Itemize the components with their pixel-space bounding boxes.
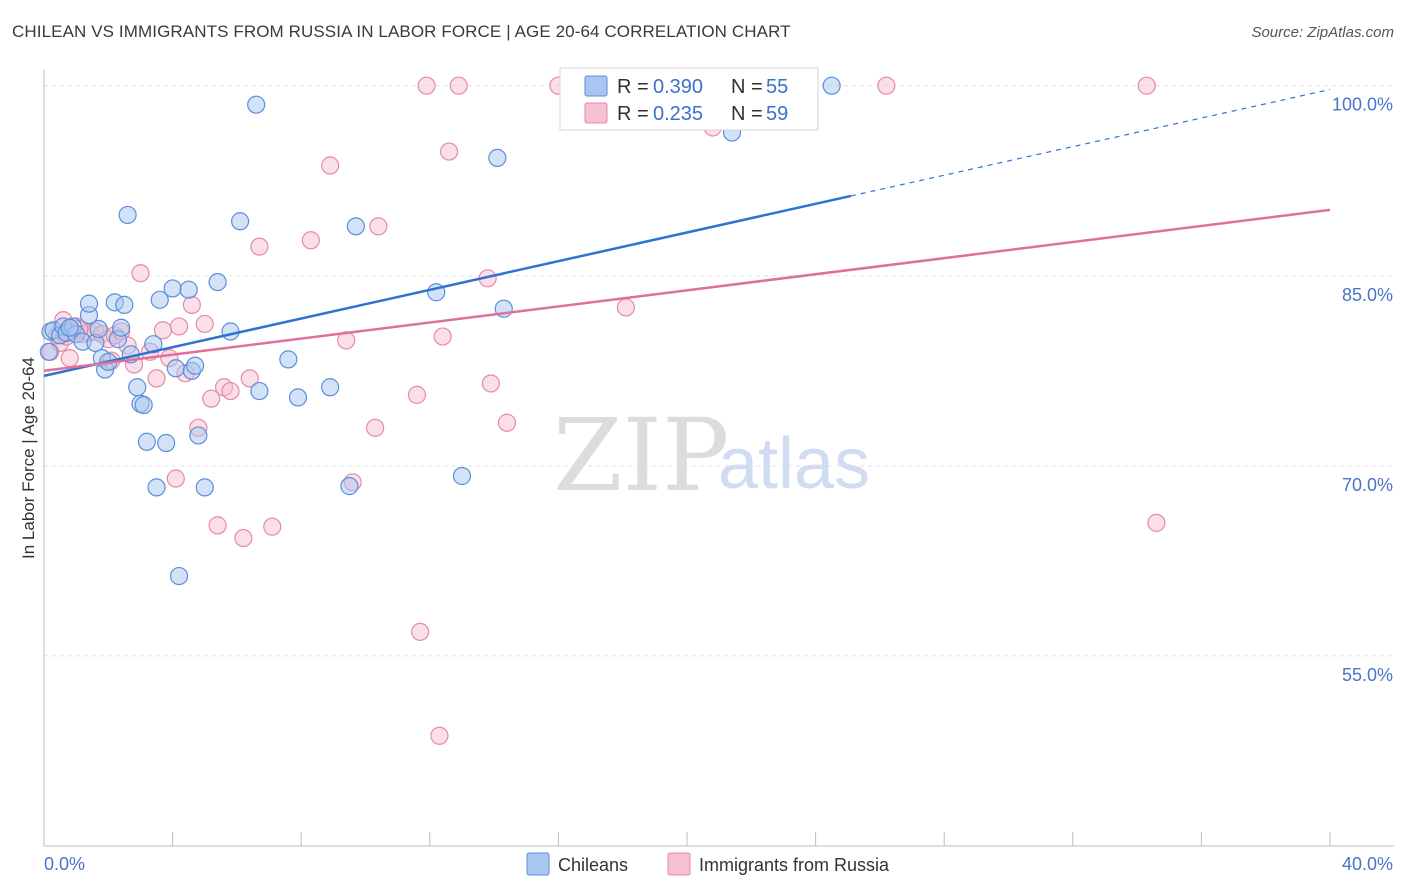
legend-r-value-2: 0.235 — [653, 103, 703, 125]
russia-point — [1137, 76, 1156, 95]
russia-point — [195, 314, 214, 334]
chileans-point — [208, 272, 227, 292]
russia-point — [1147, 513, 1166, 532]
chileans-point — [137, 432, 156, 451]
chileans-point — [169, 566, 189, 586]
chileans-point — [247, 95, 266, 114]
legend: R = 0.390 N = 55 R = 0.235 N = 59 — [559, 67, 819, 131]
chileans-point — [163, 279, 182, 298]
chileans-point — [118, 205, 137, 225]
russia-point — [147, 369, 166, 388]
bottom-legend: Chileans Immigrants from Russia — [526, 852, 890, 876]
chileans-trend-line-extension — [850, 88, 1331, 197]
chileans-point — [79, 294, 99, 313]
russia-point — [877, 76, 896, 95]
chileans-point — [179, 280, 198, 299]
bottom-legend-swatch-russia — [667, 852, 691, 876]
legend-r-value-1: 0.390 — [653, 76, 703, 98]
chileans-point — [189, 426, 208, 445]
chileans-point — [147, 478, 166, 497]
chileans-point — [134, 395, 153, 415]
chileans-point — [89, 319, 108, 339]
chileans-point — [340, 477, 359, 496]
y-axis-label: In Labor Force | Age 20-64 — [19, 357, 38, 559]
chart-title: CHILEAN VS IMMIGRANTS FROM RUSSIA IN LAB… — [12, 22, 791, 41]
chileans-point — [39, 342, 58, 361]
bottom-legend-chileans: Chileans — [558, 855, 628, 875]
russia-point — [321, 156, 340, 175]
chileans-point — [250, 381, 269, 401]
series-chileans-points — [39, 76, 841, 586]
russia-point — [263, 517, 282, 536]
chileans-point — [186, 356, 205, 375]
chileans-point — [195, 478, 214, 497]
bottom-legend-russia: Immigrants from Russia — [699, 855, 890, 875]
watermark-zip: ZIP — [553, 397, 729, 514]
chileans-point — [112, 318, 131, 337]
y-tick-label: 70.0% — [1342, 475, 1393, 495]
legend-n-label-2: N = — [731, 103, 763, 125]
chileans-point — [150, 290, 169, 309]
trend-lines — [43, 88, 1331, 378]
chileans-point — [231, 212, 250, 231]
chileans-point — [279, 350, 298, 369]
russia-point — [411, 622, 430, 641]
russia-trend-line — [43, 208, 1331, 373]
y-tick-label: 55.0% — [1342, 665, 1393, 685]
chileans-point — [166, 359, 185, 378]
legend-swatch-chileans — [584, 75, 608, 97]
russia-point — [449, 76, 468, 95]
watermark-atlas: atlas — [718, 424, 870, 504]
chileans-point — [321, 378, 340, 397]
chileans-point — [288, 388, 308, 407]
chileans-point — [488, 148, 507, 168]
russia-point — [202, 389, 221, 408]
chileans-point — [115, 295, 134, 315]
chileans-point — [128, 378, 147, 397]
y-tick-label: 85.0% — [1342, 285, 1393, 305]
chileans-point — [221, 322, 240, 341]
axes — [43, 70, 1394, 847]
legend-n-label-1: N = — [731, 76, 763, 98]
chileans-trend-line — [43, 194, 852, 378]
russia-point — [417, 76, 436, 95]
russia-point — [439, 142, 459, 161]
y-tick-labels: 100.0% 85.0% 70.0% 55.0% — [1332, 95, 1393, 685]
russia-point — [369, 217, 388, 236]
russia-point — [616, 298, 636, 317]
legend-r-label-2: R = — [617, 103, 649, 125]
russia-point — [131, 264, 150, 283]
source-label: Source: ZipAtlas.com — [1251, 24, 1394, 41]
russia-point — [221, 381, 240, 401]
chileans-point — [822, 76, 841, 95]
chileans-point — [452, 466, 472, 486]
chileans-point — [60, 318, 79, 337]
russia-point — [240, 369, 259, 388]
russia-point — [60, 349, 79, 368]
russia-point — [234, 528, 253, 548]
russia-point — [250, 237, 269, 256]
legend-n-value-1: 55 — [766, 76, 788, 98]
chileans-point — [346, 217, 365, 236]
x-tick-max: 40.0% — [1342, 854, 1393, 874]
russia-point — [481, 374, 500, 393]
chileans-point — [157, 433, 176, 453]
russia-point — [407, 385, 427, 404]
russia-point — [169, 317, 189, 336]
bottom-legend-swatch-chileans — [526, 852, 550, 876]
russia-point — [497, 413, 517, 432]
russia-point — [166, 469, 185, 488]
russia-point — [366, 418, 385, 437]
legend-r-label-1: R = — [617, 76, 649, 98]
russia-point — [182, 295, 201, 315]
russia-point — [430, 726, 449, 745]
russia-point — [208, 516, 227, 535]
russia-point — [301, 231, 320, 250]
legend-swatch-russia — [584, 102, 608, 124]
russia-point — [433, 327, 452, 346]
x-tick-min: 0.0% — [44, 854, 85, 874]
legend-n-value-2: 59 — [766, 103, 788, 125]
y-tick-label: 100.0% — [1332, 95, 1393, 115]
